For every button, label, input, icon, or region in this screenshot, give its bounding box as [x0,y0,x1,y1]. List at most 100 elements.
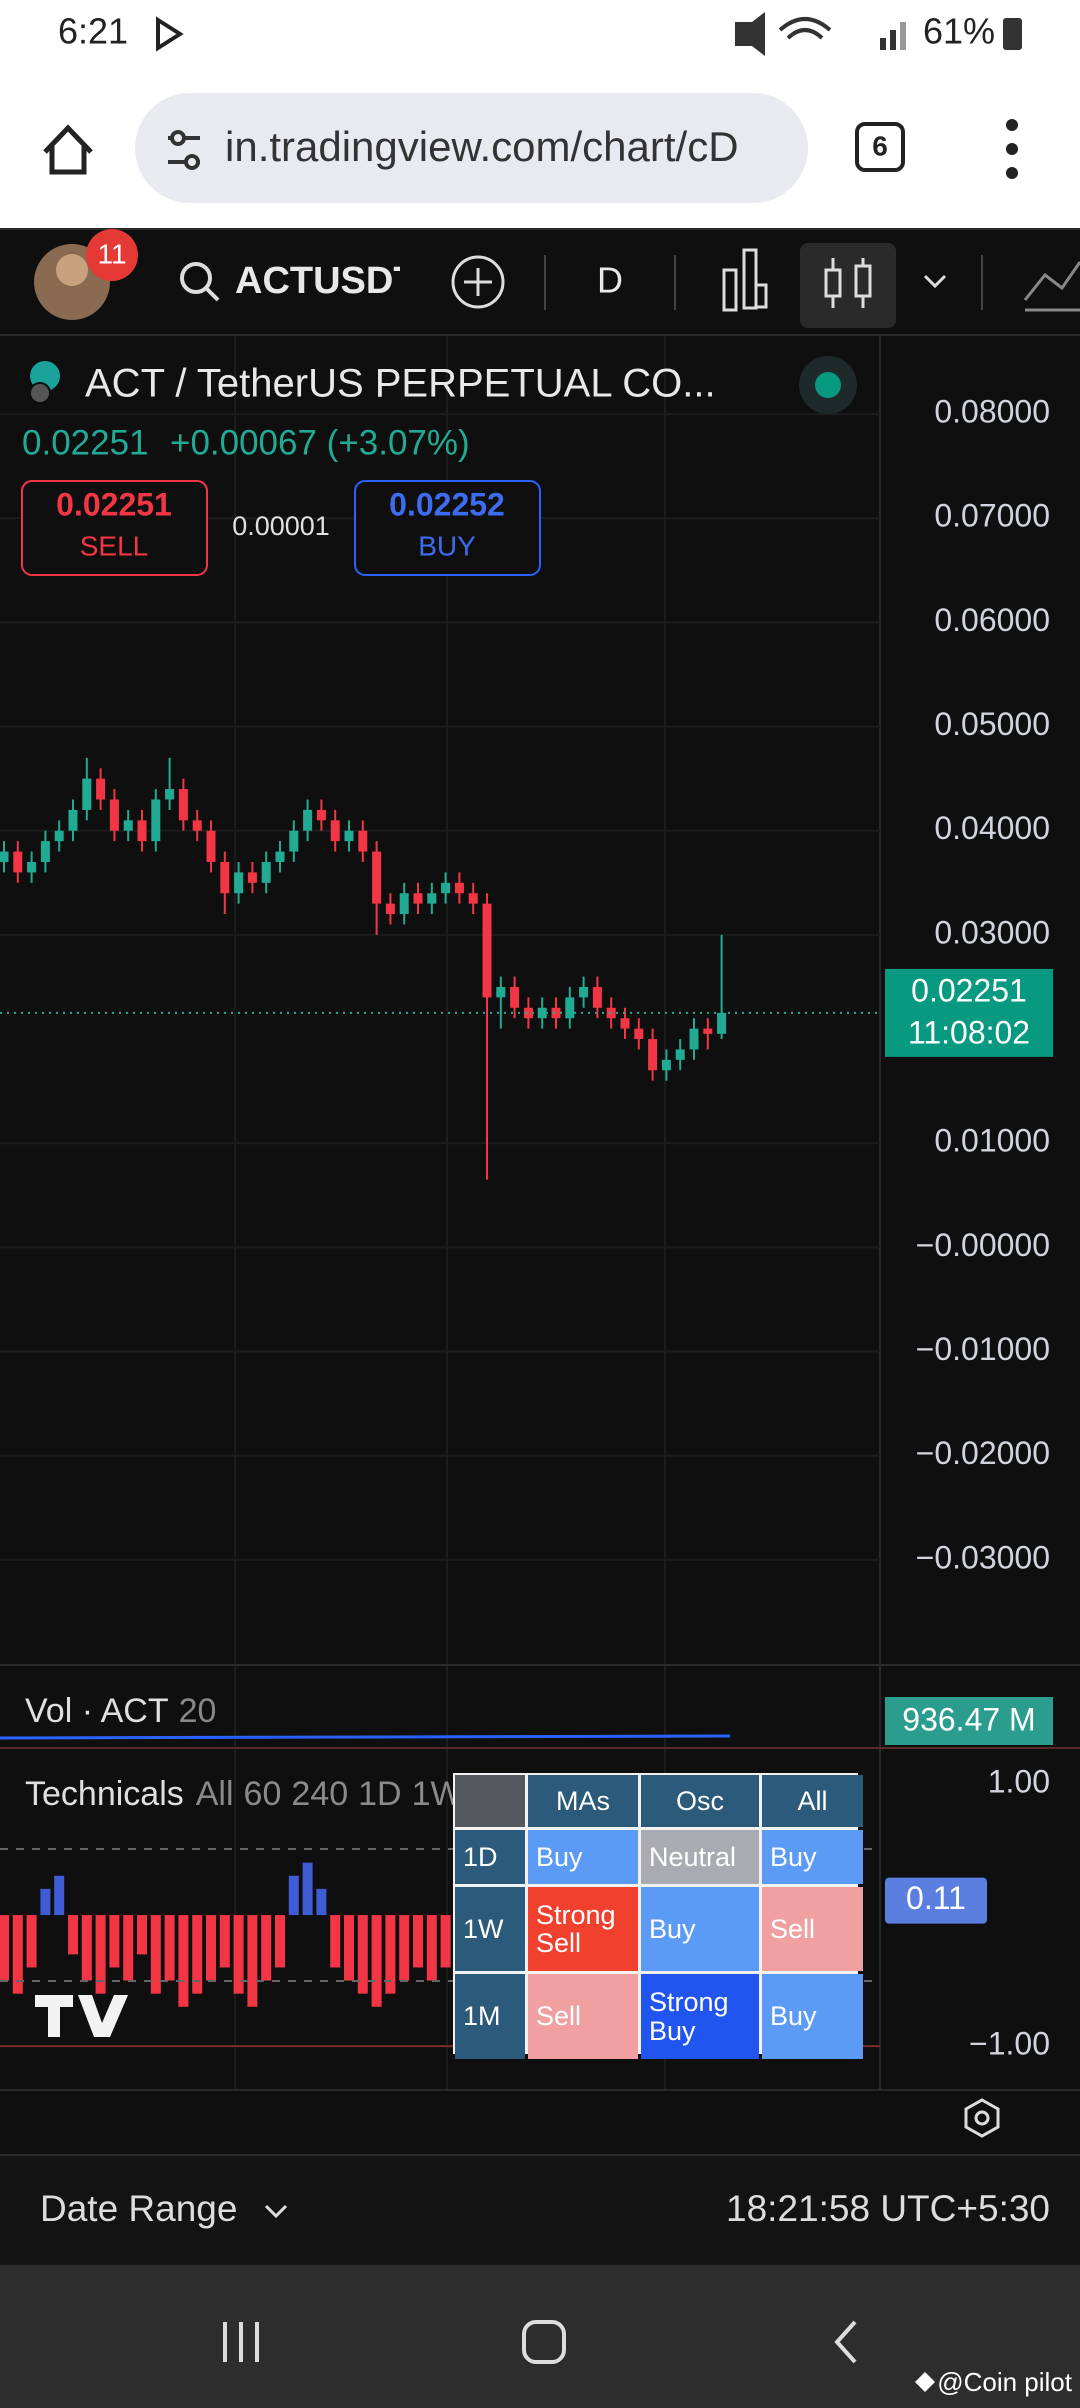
sell-price: 0.02251 [56,486,172,522]
nav-bar [0,2265,1080,2408]
candle-body [648,1039,658,1071]
date-range-chevron[interactable] [264,2204,288,2219]
candle-body [510,986,520,1008]
technicals-bar [261,1915,272,1981]
candle-body [275,851,285,862]
candle-body [372,851,382,904]
play-icon [156,16,184,52]
candle-body [703,1028,713,1034]
candle-body [220,861,230,894]
url-bar[interactable] [135,93,808,203]
candle-body [634,1028,644,1040]
y-tick-label: −0.02000 [916,1435,1050,1471]
candle-body [344,830,354,842]
indicator-icon[interactable] [1023,261,1080,312]
battery-level: 61% [923,11,995,52]
technicals-bar [0,1915,9,1981]
table-cell: Strong Buy [641,1974,759,2059]
settings-button[interactable] [964,2098,1000,2138]
date-range[interactable]: Date Range [40,2188,237,2229]
technicals-bar [233,1915,244,1994]
add-symbol[interactable] [451,255,505,309]
candle-body [165,789,175,800]
last-price: 0.02251 [22,423,149,462]
tab-switcher[interactable] [855,122,905,172]
url-text: in.tradingview.com/chart/cD [225,123,739,170]
wifi-icon [778,17,832,40]
table-row-label: 1M [455,1974,525,2059]
candle-body [454,882,464,894]
search-icon [204,286,220,302]
candle-body [717,1012,727,1034]
badge-count: 11 [97,238,126,269]
menu-dot[interactable] [1006,143,1018,155]
recents-button[interactable] [223,2322,259,2362]
candle-body [82,778,92,810]
candle-body [399,893,409,915]
candle-body [579,986,589,998]
volume-ma [0,1734,731,1740]
candle-body [0,851,9,862]
technicals-bar [357,1915,368,1994]
last-price-label: 0.02251 [911,972,1027,1008]
buy-button[interactable] [354,480,541,576]
candle-body [661,1059,671,1071]
settings-icon [974,2110,990,2126]
search-icon[interactable] [180,262,212,294]
technicals-bar [123,1915,134,1981]
technicals-bar [371,1915,382,2007]
chart-type-menu[interactable] [923,274,947,289]
candle-body [565,997,575,1019]
sell-label: SELL [80,530,149,561]
technicals-bar [192,1915,203,1994]
candle-body [247,872,257,883]
home-nav-button[interactable] [522,2320,566,2364]
symbol[interactable]: ACTUSDT [235,260,417,302]
clock: 18:21:58 UTC+5:30 [726,2188,1050,2229]
candle-body [109,799,119,831]
menu-dot[interactable] [1006,119,1018,131]
table-cell: Buy [528,1830,638,1884]
sell-button[interactable] [21,480,208,576]
candle-body [551,1007,561,1019]
volume-value: 936.47 M [902,1701,1035,1737]
home-button[interactable] [43,124,93,175]
candle-body [123,820,133,831]
menu-dot[interactable] [1006,167,1018,179]
y-tick-label: −0.01000 [916,1331,1050,1367]
candle-body [192,820,202,831]
y-tick-label: 0.04000 [934,810,1050,846]
candle-body [537,1007,547,1019]
watermark-icon [915,2372,935,2392]
y-tick-label: −0.00000 [916,1227,1050,1263]
table-corner [455,1775,525,1827]
candle-body [385,903,395,915]
candle-body [330,820,340,842]
candle-body [178,789,188,821]
technicals-bar [302,1862,313,1916]
candles-style[interactable] [800,243,896,328]
bars-style[interactable] [722,248,768,312]
table-cell: Buy [641,1887,759,1971]
site-settings-icon [170,130,186,146]
candle-body [316,809,326,821]
footer-bg [0,2155,1080,2265]
technicals-bar [219,1915,230,1968]
interval[interactable]: D [597,260,623,301]
technicals-bar [178,1915,189,2007]
technicals-bar [150,1915,161,1994]
candle-body [303,809,313,831]
back-button[interactable] [834,2320,857,2364]
tab-count: 6 [872,130,888,161]
status-time: 6:21 [58,11,128,52]
technicals-bar [68,1915,78,1955]
technicals-bar [26,1915,37,1968]
candle-body [468,893,478,904]
candle-body [27,861,37,873]
exchange-logo [29,382,51,404]
table-cell: Neutral [641,1830,759,1884]
technicals-bar [40,1888,51,1916]
candle-body [54,830,64,842]
candle-body [413,893,423,904]
